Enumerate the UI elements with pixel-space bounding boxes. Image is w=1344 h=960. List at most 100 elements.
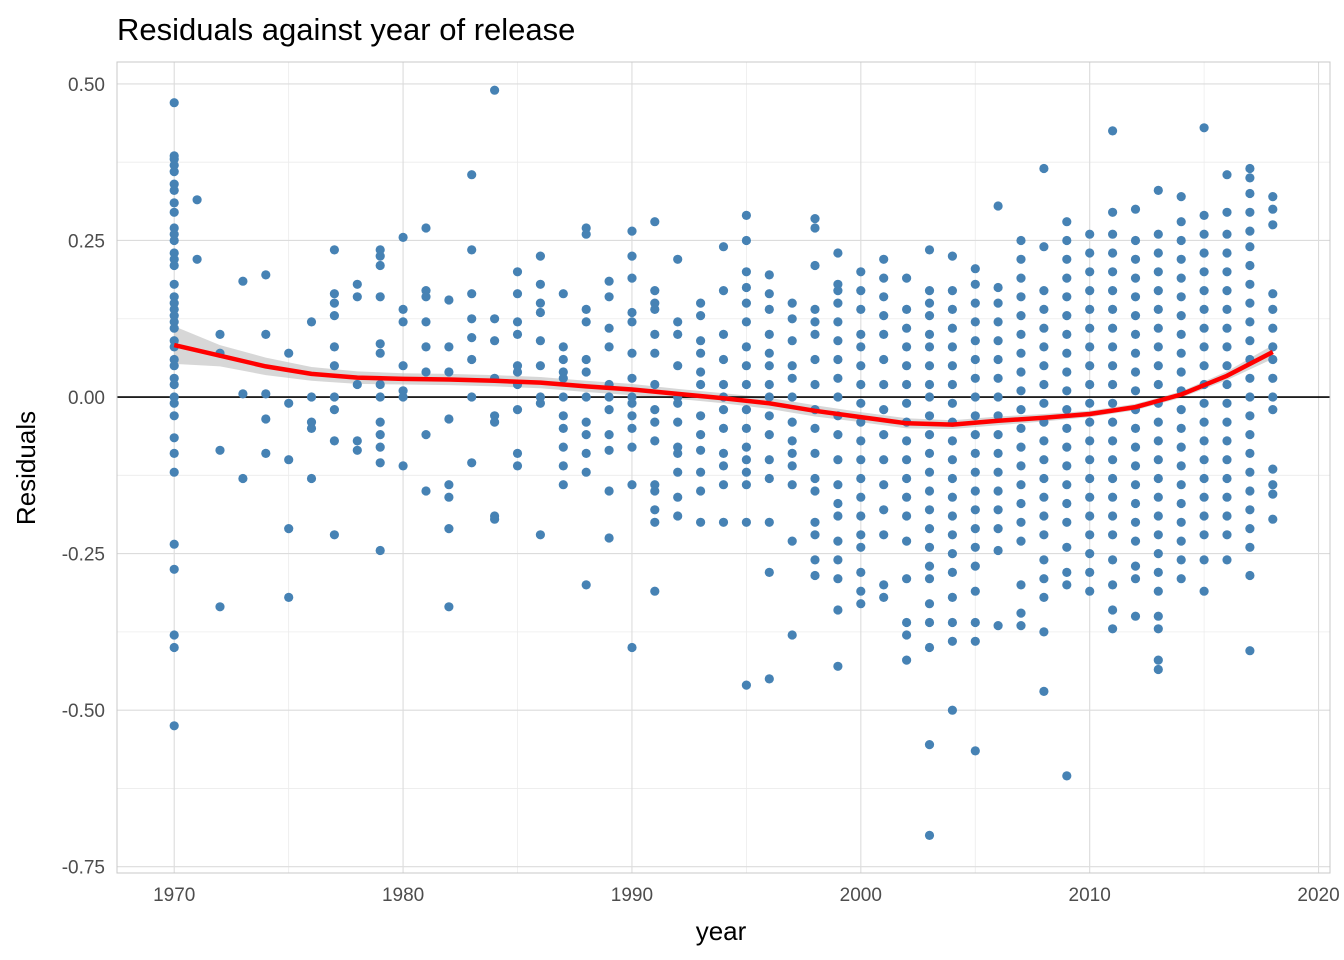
data-point [1222, 361, 1232, 371]
plot-panel-border [116, 61, 1331, 874]
data-point [879, 480, 889, 490]
data-point [1016, 254, 1026, 264]
data-point [1108, 417, 1118, 427]
data-point [673, 492, 683, 502]
data-point [1245, 260, 1255, 271]
data-point [1268, 489, 1278, 499]
data-point [375, 348, 385, 358]
data-point [1085, 286, 1095, 296]
data-point [764, 473, 774, 484]
data-point [1268, 373, 1278, 383]
data-point [970, 336, 980, 346]
data-point [215, 329, 225, 339]
data-point [352, 379, 362, 390]
data-point [787, 630, 797, 640]
data-point [970, 505, 980, 515]
data-point [1016, 367, 1026, 377]
data-point [1130, 311, 1141, 321]
data-point [261, 270, 271, 280]
data-point [1039, 686, 1049, 697]
data-point [1222, 229, 1232, 239]
data-point [1153, 304, 1163, 314]
data-point [192, 195, 202, 205]
data-point [924, 617, 935, 628]
data-point [1176, 498, 1186, 509]
data-point [1222, 436, 1232, 446]
data-point [1268, 204, 1278, 214]
data-point [902, 536, 912, 546]
x-tick-label: 1970 [153, 885, 195, 906]
data-point [1222, 304, 1232, 314]
data-point [1062, 442, 1072, 452]
data-point [558, 392, 568, 402]
data-point [741, 517, 752, 527]
data-point [1108, 379, 1118, 390]
data-point [1199, 323, 1209, 333]
data-point [924, 411, 935, 421]
data-point [1016, 580, 1026, 590]
data-point [1085, 511, 1095, 521]
data-point [284, 592, 294, 603]
data-point [1108, 492, 1118, 502]
data-point [856, 267, 866, 277]
data-point [1039, 455, 1049, 465]
data-point [1199, 304, 1209, 314]
data-point [467, 245, 477, 255]
data-point [947, 379, 958, 390]
data-point [169, 260, 179, 271]
data-point [581, 354, 591, 365]
data-point [696, 379, 706, 390]
data-point [924, 311, 935, 321]
data-point [1176, 442, 1186, 452]
data-point [535, 392, 546, 402]
data-point [1108, 555, 1118, 565]
data-point [421, 292, 431, 302]
data-point [970, 617, 980, 628]
data-point [764, 567, 774, 578]
data-point [947, 436, 958, 446]
data-point [902, 455, 912, 465]
data-point [787, 336, 797, 346]
data-point [421, 430, 431, 440]
data-point [650, 329, 660, 339]
data-point [169, 279, 179, 289]
data-point [833, 373, 843, 383]
data-point [879, 530, 889, 540]
data-point [1268, 192, 1278, 202]
data-point [1176, 273, 1186, 283]
data-point [581, 580, 591, 590]
data-point [398, 461, 408, 471]
data-point [1222, 473, 1232, 484]
data-point [764, 348, 774, 358]
data-point [970, 636, 980, 646]
data-point [1016, 608, 1026, 618]
data-point [1085, 379, 1095, 390]
data-point [604, 405, 614, 415]
grid-lines [117, 62, 1330, 873]
data-point [1108, 248, 1118, 258]
data-point [810, 329, 820, 339]
data-point [1130, 235, 1141, 246]
data-point [1199, 530, 1209, 540]
data-point [856, 417, 866, 427]
data-point [1176, 480, 1186, 490]
data-point [444, 414, 454, 424]
data-point [1176, 367, 1186, 377]
data-point [535, 361, 546, 371]
data-point [1085, 530, 1095, 540]
data-point [924, 361, 935, 371]
data-point [1199, 248, 1209, 258]
data-point [1016, 517, 1026, 527]
data-point [581, 392, 591, 402]
data-point [924, 574, 935, 584]
data-point [1176, 217, 1186, 227]
data-point [924, 329, 935, 339]
data-point [1245, 524, 1255, 534]
data-point [535, 279, 546, 289]
data-point [581, 467, 591, 477]
data-point [627, 442, 637, 452]
data-point [947, 511, 958, 521]
data-point [1108, 605, 1118, 615]
data-point [627, 273, 637, 283]
data-point [833, 605, 843, 615]
